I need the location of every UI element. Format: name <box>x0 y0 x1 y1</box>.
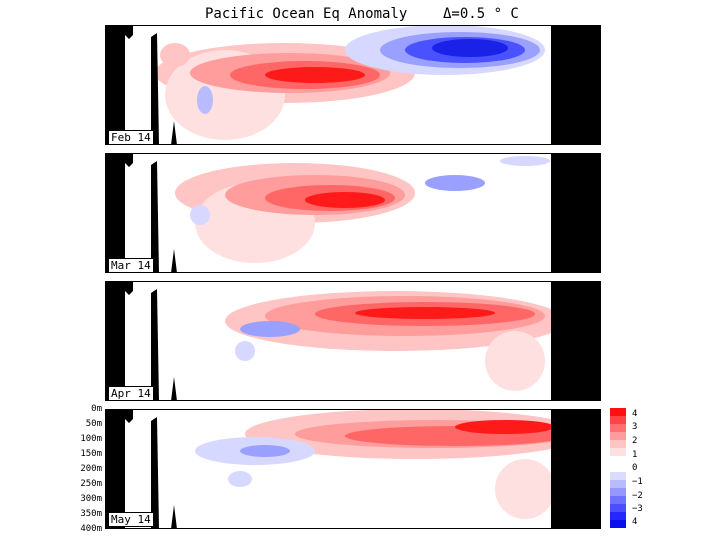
depth-tick: 250m <box>80 479 102 489</box>
depth-tick: 200m <box>80 464 102 474</box>
legend-swatch <box>610 480 626 488</box>
panel-may <box>105 409 601 529</box>
depth-tick: 350m <box>80 509 102 519</box>
title-text: Pacific Ocean Eq Anomaly <box>205 6 408 22</box>
legend-swatch <box>610 512 626 520</box>
panel-mar <box>105 153 601 273</box>
legend-swatch <box>610 472 626 480</box>
legend-swatch <box>610 440 626 448</box>
legend-label: 0 <box>632 463 638 473</box>
legend-label: 4 <box>632 517 638 527</box>
depth-tick: 100m <box>80 434 102 444</box>
anomaly-plot-apr <box>105 281 601 401</box>
panel-feb <box>105 25 601 145</box>
legend-swatch <box>610 464 626 472</box>
legend-swatch <box>610 504 626 512</box>
legend-label: 1 <box>632 450 638 460</box>
color-legend <box>610 408 626 528</box>
legend-label: −3 <box>632 504 643 514</box>
legend-swatch <box>610 456 626 464</box>
legend-swatch <box>610 408 626 416</box>
depth-tick: 150m <box>80 449 102 459</box>
depth-tick: 50m <box>85 419 102 429</box>
depth-tick: 0m <box>91 404 102 414</box>
panel-apr <box>105 281 601 401</box>
legend-swatch <box>610 424 626 432</box>
legend-label: −2 <box>632 491 643 501</box>
panel-label-mar: Mar 14 <box>108 258 154 273</box>
legend-swatch <box>610 520 626 528</box>
legend-swatch <box>610 432 626 440</box>
depth-tick: 300m <box>80 494 102 504</box>
legend-label: 3 <box>632 422 638 432</box>
anomaly-plot-mar <box>105 153 601 273</box>
legend-label: 4 <box>632 409 638 419</box>
legend-swatch <box>610 496 626 504</box>
panel-label-may: May 14 <box>108 512 154 527</box>
legend-label: 2 <box>632 436 638 446</box>
anomaly-plot-may <box>105 409 601 529</box>
legend-swatch <box>610 448 626 456</box>
legend-swatch <box>610 416 626 424</box>
depth-tick: 400m <box>80 524 102 534</box>
panel-label-apr: Apr 14 <box>108 386 154 401</box>
anomaly-plot-feb <box>105 25 601 145</box>
legend-swatch <box>610 488 626 496</box>
panel-label-feb: Feb 14 <box>108 130 154 145</box>
title-interval: Δ=0.5 ° C <box>443 6 519 22</box>
legend-label: −1 <box>632 477 643 487</box>
